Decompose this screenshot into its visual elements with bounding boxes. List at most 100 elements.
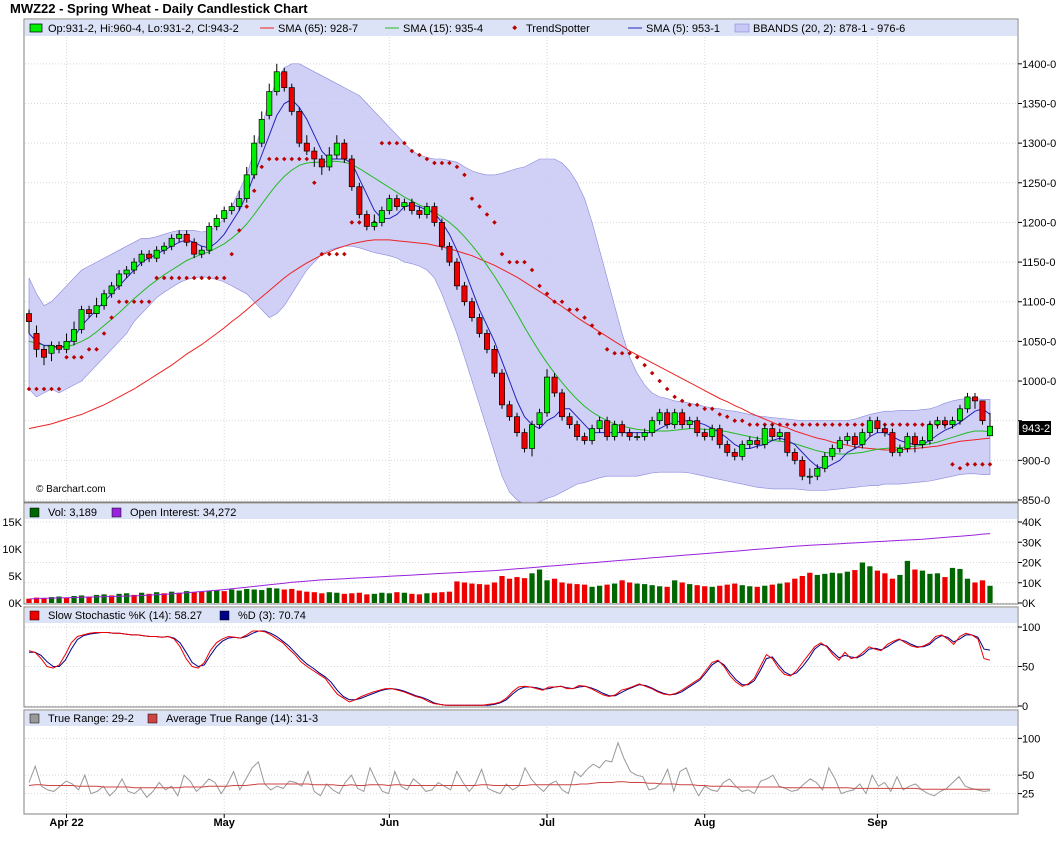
trendspotter-dot [146, 299, 152, 305]
candle-body [78, 309, 85, 330]
trendspotter-dot [905, 422, 910, 427]
sma-65-line [28, 239, 991, 451]
true-range-legend: True Range: 29-2 Average True Range (14):… [29, 713, 318, 725]
trendspotter-dot [957, 466, 963, 471]
candle-body [221, 210, 228, 219]
volume-bar [48, 597, 55, 603]
candle-body [348, 158, 355, 188]
legend-label: Slow Stochastic %K (14): 58.27 [48, 610, 202, 622]
candle-body [408, 202, 415, 211]
volume-bar [409, 593, 415, 603]
candle-body [611, 424, 618, 437]
volume-bar [341, 593, 347, 603]
trendspotter-dot [274, 156, 280, 162]
trendspotter-dot [589, 323, 595, 328]
legend-band-icon [734, 23, 750, 33]
candle-body [446, 245, 453, 263]
candle-body [333, 142, 340, 156]
legend-candle-icon [29, 23, 43, 33]
candle-body [874, 420, 881, 429]
trendspotter-dot [815, 422, 820, 427]
candle-body [686, 420, 693, 426]
legend-label: SMA (5): 953-1 [646, 23, 720, 35]
candle-body [363, 214, 370, 227]
trendspotter-dot [394, 140, 400, 146]
volume-bar [987, 585, 993, 603]
trendspotter-dot [206, 275, 212, 281]
stochastic-legend: Slow Stochastic %K (14): 58.27 %D (3): 70… [29, 610, 306, 622]
volume-bar [807, 572, 813, 603]
candle-body [63, 341, 70, 350]
volume-bar [619, 580, 625, 603]
volume-bar [101, 594, 107, 603]
candle-body [566, 416, 573, 426]
trendspotter-dot [717, 412, 722, 417]
legend-label: Op:931-2, Hi:960-4, Lo:931-2, Cl:943-2 [48, 23, 239, 35]
oi-tick-label: 30K [1022, 537, 1042, 549]
volume-bar [244, 588, 250, 603]
candle-body [551, 376, 558, 394]
volume-bar [281, 589, 287, 603]
stochastic-k-line [28, 630, 991, 706]
trendspotter-dot [709, 406, 715, 412]
candle-body [33, 333, 40, 350]
stochastic-axis: 0 50 100 [1018, 622, 1040, 713]
volume-bar [957, 568, 963, 603]
candle-body [589, 428, 596, 441]
volume-bar [33, 597, 40, 603]
candle-body [709, 428, 716, 437]
candle-body [431, 206, 438, 223]
trendspotter-dot [657, 378, 662, 384]
true-range-tick-label: 25 [1022, 789, 1034, 801]
true-range-legend-bar [25, 711, 1017, 726]
volume-bar [521, 578, 528, 603]
volume-bar [739, 585, 745, 603]
candle-body [438, 222, 445, 247]
candle-body [634, 436, 641, 438]
volume-bar [852, 570, 858, 603]
candle-body [123, 269, 130, 275]
candle-body [71, 329, 78, 342]
last-price-label: 943-2 [1022, 423, 1050, 435]
trendspotter-dot [582, 315, 587, 320]
volume-bar [551, 578, 558, 603]
candle-body [544, 376, 551, 414]
volume-bar [236, 590, 242, 603]
volume-bar [949, 567, 956, 603]
trendspotter-dot [529, 267, 535, 273]
volume-bar [311, 592, 317, 603]
candle-body [559, 392, 566, 418]
trendspotter-dot [522, 259, 527, 265]
trendspotter-dot [154, 275, 159, 281]
trendspotter-dot [627, 351, 632, 356]
candle-body [596, 420, 603, 429]
candle-body [791, 452, 798, 461]
candle-body [198, 249, 205, 255]
candle-body [761, 428, 768, 445]
price-legend-bar [25, 20, 1017, 36]
candle-body [979, 400, 986, 422]
true-range-grid [25, 727, 1017, 813]
volume-bar [897, 574, 903, 603]
candle-body [26, 313, 32, 322]
candle-body [303, 142, 310, 152]
volume-bar [93, 594, 100, 603]
trendspotter-dot [409, 148, 415, 154]
true-range-line [28, 741, 991, 799]
volume-bar [822, 573, 828, 603]
volume-bar [296, 590, 302, 603]
trendspotter-dot [131, 299, 137, 305]
trendspotter-dot [567, 307, 572, 312]
candle-body [243, 174, 250, 199]
candle-body [956, 408, 963, 422]
date-axis: Apr 22 May Jun Jul Aug Sep [49, 814, 888, 829]
candle-body [476, 317, 483, 334]
candle-body [468, 301, 475, 318]
trendspotter-dot [289, 156, 295, 162]
trendspotter-dot [266, 156, 272, 162]
trendspotter-dot [282, 156, 287, 162]
volume-bar [206, 590, 212, 603]
candle-body [844, 436, 851, 441]
candle-body [821, 456, 828, 469]
